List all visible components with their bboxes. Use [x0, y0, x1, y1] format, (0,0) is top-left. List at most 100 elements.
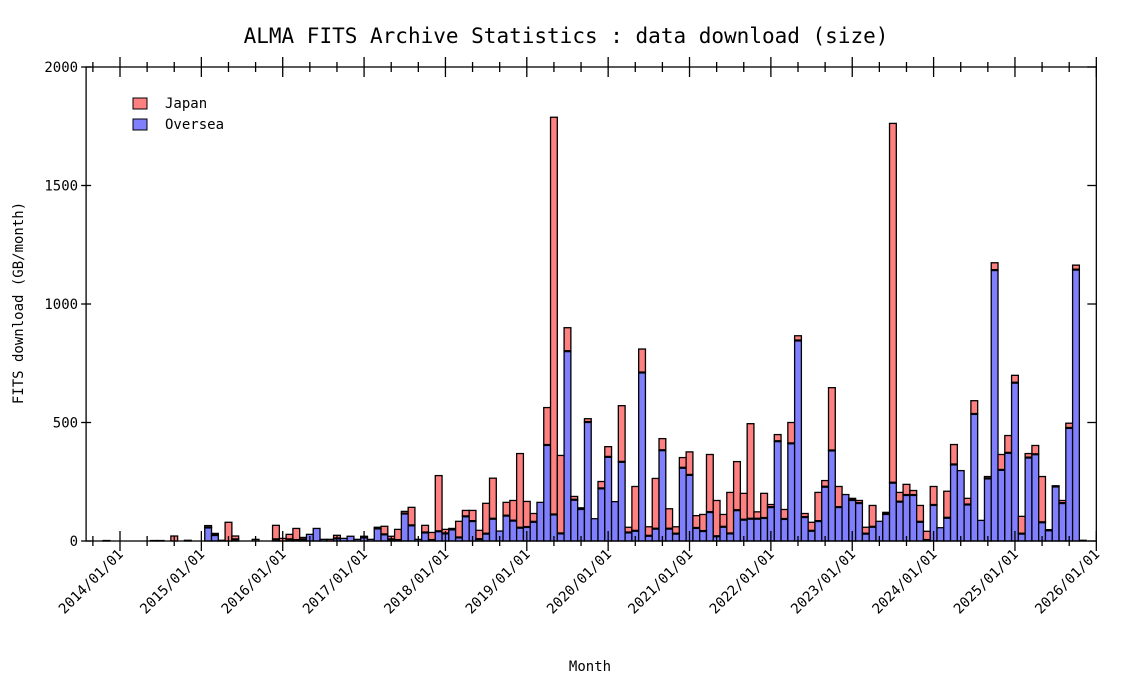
- legend-swatch-japan: [132, 97, 148, 110]
- legend-label-oversea: Oversea: [165, 117, 224, 133]
- bar-oversea-2022-06: [800, 516, 809, 542]
- bar-oversea-2022-02: [773, 440, 782, 542]
- bar-oversea-2020-06: [638, 371, 647, 542]
- bar-japan-2020-01: [604, 446, 613, 458]
- x-tick-label: 2024/01/01: [870, 547, 941, 618]
- bar-oversea-2019-12: [597, 487, 606, 542]
- x-tick-label: 2025/01/01: [951, 547, 1022, 618]
- bar-oversea-2022-07: [807, 530, 816, 542]
- bar-japan-2017-06: [393, 528, 403, 541]
- bars-group: [102, 116, 1087, 542]
- bar-oversea-2023-07: [888, 482, 897, 542]
- bar-oversea-2017-12: [434, 530, 443, 542]
- bar-oversea-2024-10: [990, 269, 999, 542]
- bar-oversea-2017-08: [407, 524, 416, 542]
- bar-japan-2021-07: [726, 491, 735, 535]
- bar-oversea-2025-09: [1065, 427, 1074, 542]
- bar-japan-2021-12: [760, 492, 769, 519]
- bar-oversea-2021-11: [753, 518, 762, 542]
- bar-japan-2019-07: [563, 327, 572, 352]
- x-tick-label: 2017/01/01: [300, 547, 371, 618]
- bar-oversea-2023-09: [902, 494, 911, 542]
- bar-oversea-2025-06: [1044, 529, 1053, 542]
- bar-oversea-2020-08: [651, 528, 660, 542]
- bar-oversea-2018-08: [488, 518, 497, 542]
- bar-oversea-2018-02: [448, 528, 457, 542]
- bar-oversea-2019-06: [556, 532, 565, 542]
- bar-oversea-2020-11: [671, 533, 681, 542]
- bar-oversea-2019-08: [570, 499, 579, 542]
- bar-japan-2017-12: [434, 474, 443, 532]
- x-tick-label: 2015/01/01: [137, 547, 208, 618]
- bar-japan-2021-04: [705, 453, 714, 513]
- bar-oversea-2023-03: [861, 533, 870, 542]
- y-tick-label: 0: [70, 534, 78, 550]
- bar-oversea-2019-04: [543, 444, 552, 542]
- bar-oversea-2024-08: [977, 519, 986, 542]
- bar-japan-2025-05: [1038, 475, 1047, 523]
- bar-oversea-2018-12: [515, 527, 525, 542]
- bar-japan-2018-05: [468, 509, 477, 522]
- bar-oversea-2020-09: [658, 449, 667, 542]
- bar-oversea-2017-07: [400, 512, 409, 542]
- bar-oversea-2020-10: [665, 528, 674, 542]
- bar-japan-2018-10: [502, 501, 511, 517]
- bar-japan-2018-07: [482, 502, 491, 535]
- bar-oversea-2022-10: [827, 449, 836, 542]
- bar-oversea-2022-03: [780, 518, 789, 542]
- bar-japan-2021-06: [719, 513, 728, 528]
- legend: Japan Oversea: [132, 96, 224, 133]
- bar-japan-2024-07: [970, 400, 979, 415]
- bar-oversea-2025-10: [1071, 268, 1081, 542]
- x-tick-label: 2014/01/01: [56, 547, 127, 618]
- x-tick-label: 2019/01/01: [463, 547, 534, 618]
- bar-japan-2023-08: [895, 491, 904, 503]
- bar-japan-2025-04: [1031, 444, 1040, 455]
- bar-oversea-2024-05: [956, 469, 965, 542]
- bar-oversea-2023-02: [854, 502, 864, 542]
- bar-japan-2020-03: [617, 405, 626, 463]
- bar-oversea-2022-05: [793, 339, 803, 542]
- bar-japan-2020-05: [631, 485, 640, 532]
- bar-oversea-2023-06: [882, 513, 891, 542]
- bar-japan-2021-01: [685, 451, 694, 476]
- x-tick-label: 2018/01/01: [381, 547, 452, 618]
- bar-oversea-2019-10: [583, 421, 592, 542]
- y-tick-label: 2000: [44, 60, 78, 76]
- bar-japan-2021-05: [712, 499, 721, 537]
- bar-oversea-2019-02: [529, 521, 538, 542]
- bar-oversea-2020-01: [604, 456, 613, 542]
- bar-oversea-2025-04: [1031, 453, 1040, 542]
- bar-oversea-2016-06: [312, 527, 321, 542]
- bar-oversea-2019-07: [563, 350, 572, 542]
- bar-oversea-2024-02: [936, 527, 945, 542]
- bar-oversea-2021-08: [732, 509, 742, 542]
- bar-japan-2019-02: [529, 512, 538, 523]
- bar-oversea-2025-03: [1024, 456, 1033, 542]
- bar-oversea-2021-10: [746, 518, 755, 542]
- bar-japan-2018-06: [475, 529, 484, 540]
- bar-oversea-2021-12: [760, 517, 769, 542]
- bar-oversea-2024-09: [983, 477, 992, 542]
- bar-oversea-2021-06: [719, 526, 728, 542]
- x-tick-label: 2020/01/01: [544, 547, 615, 618]
- bar-oversea-2024-11: [997, 469, 1006, 542]
- bar-japan-2022-11: [834, 485, 843, 508]
- bar-japan-2023-11: [916, 504, 925, 523]
- bar-japan-2020-10: [665, 508, 674, 530]
- bar-japan-2024-12: [1004, 434, 1013, 454]
- bar-oversea-2023-04: [868, 526, 877, 542]
- x-tick-label: 2022/01/01: [707, 547, 778, 618]
- legend-swatch-oversea: [132, 118, 148, 131]
- bar-japan-2019-06: [556, 454, 565, 535]
- bar-japan-2022-07: [807, 521, 816, 532]
- bar-japan-2023-09: [902, 483, 911, 496]
- bar-oversea-2020-04: [624, 531, 633, 542]
- bar-japan-2017-11: [427, 531, 436, 541]
- bar-japan-2016-03: [292, 527, 301, 541]
- bar-japan-2023-07: [888, 122, 897, 484]
- bar-japan-2022-08: [814, 491, 823, 522]
- bar-japan-2021-02: [692, 514, 701, 529]
- bar-oversea-2022-11: [834, 506, 843, 542]
